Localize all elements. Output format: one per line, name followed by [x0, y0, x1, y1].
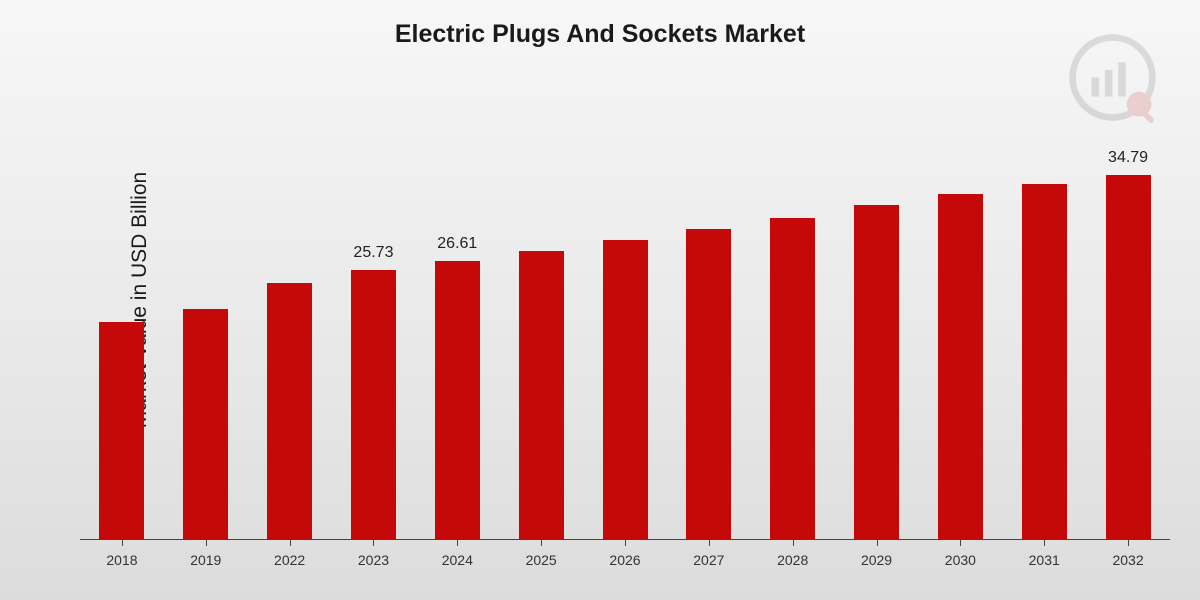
- bar-value-label: 25.73: [353, 244, 393, 262]
- tick-mark: [793, 540, 794, 546]
- x-tick-label: 2019: [190, 552, 221, 568]
- tick-mark: [373, 540, 374, 546]
- bar: [435, 261, 480, 540]
- tick-mark: [1128, 540, 1129, 546]
- x-tick-label: 2029: [861, 552, 892, 568]
- x-tick-label: 2030: [945, 552, 976, 568]
- bar: [603, 240, 648, 540]
- bar: [183, 309, 228, 540]
- x-tick-label: 2022: [274, 552, 305, 568]
- chart-canvas: Electric Plugs And Sockets Market Market…: [0, 0, 1200, 600]
- x-tick-label: 2031: [1029, 552, 1060, 568]
- bar: [938, 194, 983, 541]
- bar: [770, 218, 815, 540]
- bar-value-label: 34.79: [1108, 149, 1148, 167]
- x-tick-label: 2025: [526, 552, 557, 568]
- tick-mark: [625, 540, 626, 546]
- watermark-icon: [1065, 30, 1160, 130]
- tick-mark: [1044, 540, 1045, 546]
- x-tick-label: 2028: [777, 552, 808, 568]
- bar: [99, 322, 144, 540]
- x-tick-label: 2023: [358, 552, 389, 568]
- plot-area: 201820192022202325.73202426.612025202620…: [80, 120, 1170, 540]
- x-tick-label: 2024: [442, 552, 473, 568]
- tick-mark: [960, 540, 961, 546]
- x-tick-label: 2026: [609, 552, 640, 568]
- x-tick-label: 2032: [1112, 552, 1143, 568]
- bar-value-label: 26.61: [437, 235, 477, 253]
- tick-mark: [290, 540, 291, 546]
- bar: [1022, 184, 1067, 540]
- bar: [267, 283, 312, 540]
- bar: [854, 205, 899, 540]
- tick-mark: [709, 540, 710, 546]
- tick-mark: [877, 540, 878, 546]
- x-tick-label: 2027: [693, 552, 724, 568]
- tick-mark: [457, 540, 458, 546]
- tick-mark: [206, 540, 207, 546]
- bar: [686, 229, 731, 540]
- x-tick-label: 2018: [106, 552, 137, 568]
- bar: [519, 251, 564, 540]
- bar: [351, 270, 396, 540]
- tick-mark: [541, 540, 542, 546]
- chart-title: Electric Plugs And Sockets Market: [0, 20, 1200, 49]
- bar: [1106, 175, 1151, 540]
- tick-mark: [122, 540, 123, 546]
